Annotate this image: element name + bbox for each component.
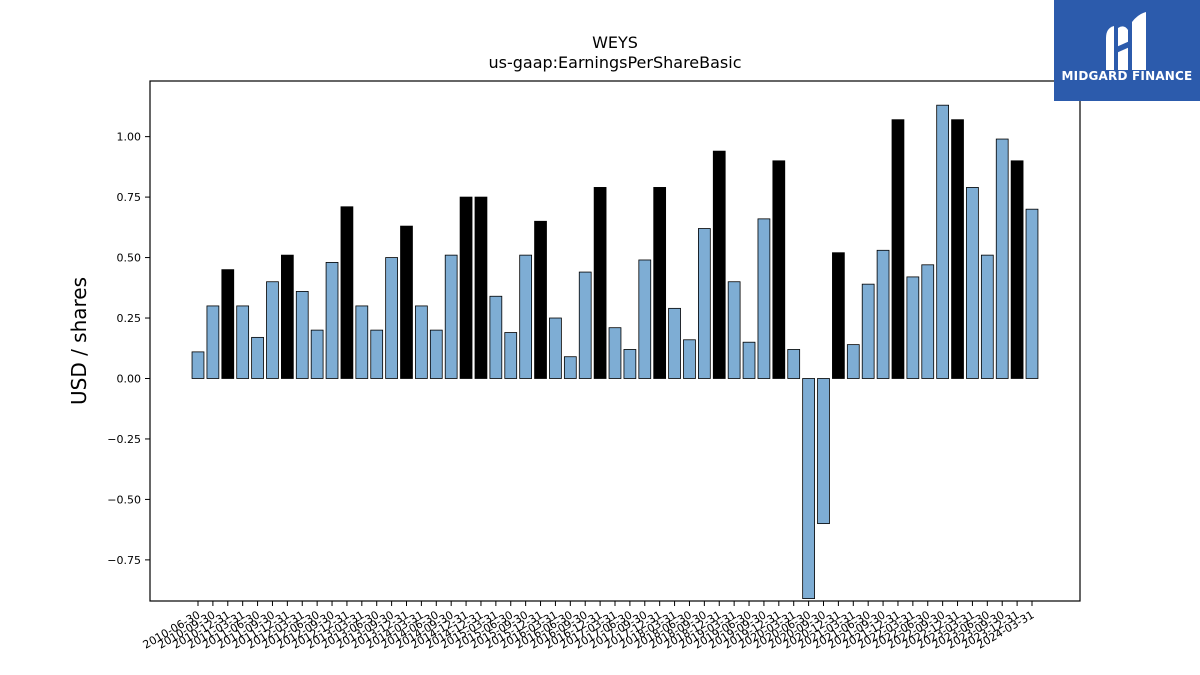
bar <box>817 378 830 525</box>
bar <box>578 271 592 379</box>
bar <box>593 187 607 379</box>
bar <box>474 196 488 379</box>
bar <box>1025 208 1039 379</box>
bar <box>608 327 622 379</box>
bar <box>906 276 920 379</box>
bar <box>400 225 413 379</box>
bar <box>310 329 324 379</box>
bar <box>995 138 1009 379</box>
y-tick-label: 0.00 <box>117 372 142 385</box>
bar <box>861 283 875 379</box>
bar <box>757 218 771 379</box>
bar <box>504 332 518 379</box>
chart-title: WEYS <box>592 33 638 52</box>
plot-frame <box>149 80 1081 602</box>
bar <box>206 305 220 379</box>
bar <box>563 356 577 379</box>
bar <box>712 150 726 379</box>
midgard-finance-logo: MIDGARD FINANCE <box>1054 0 1200 101</box>
y-tick-label: 0.75 <box>117 191 142 204</box>
bar <box>191 351 205 379</box>
bar <box>876 249 890 379</box>
bar <box>266 281 279 379</box>
bar <box>549 317 562 379</box>
bar <box>370 329 384 379</box>
bar <box>1010 160 1024 379</box>
bar <box>489 295 503 379</box>
chart-subtitle: us-gaap:EarningsPerShareBasic <box>488 53 741 72</box>
bar <box>802 378 815 599</box>
bar <box>966 187 979 379</box>
y-tick-label: 0.50 <box>117 252 142 265</box>
y-tick-label: 1.00 <box>117 131 142 144</box>
bar <box>355 305 369 379</box>
bar <box>340 206 354 379</box>
y-tick-label: −0.75 <box>107 554 141 567</box>
bar <box>280 254 294 379</box>
bar <box>429 329 443 379</box>
bar <box>891 119 905 379</box>
bar <box>444 254 458 379</box>
bar <box>638 259 652 379</box>
bar <box>385 257 398 379</box>
bar <box>772 160 786 379</box>
bar <box>951 119 964 379</box>
plot-area: 2010-06-302010-09-302010-12-312011-03-31… <box>107 80 1081 652</box>
bar <box>980 254 994 379</box>
bar <box>623 349 637 379</box>
bar <box>846 344 860 379</box>
bar <box>727 281 741 379</box>
bar <box>921 264 935 379</box>
y-tick-label: −0.25 <box>107 433 141 446</box>
logo-text: MIDGARD FINANCE <box>1061 69 1193 83</box>
bar <box>221 269 235 379</box>
bar <box>459 196 473 379</box>
bar <box>787 349 801 379</box>
bar <box>653 187 667 379</box>
y-axis-label: USD / shares <box>67 277 91 405</box>
bar <box>251 336 264 379</box>
bar <box>936 104 950 379</box>
bar <box>415 305 428 379</box>
bar <box>698 228 711 379</box>
bar <box>832 252 845 379</box>
y-tick-label: −0.50 <box>107 493 141 506</box>
midgard-logo-icon <box>1106 12 1146 70</box>
bar <box>295 291 309 379</box>
bar <box>534 220 547 379</box>
bar <box>683 339 696 379</box>
bar <box>668 307 681 379</box>
bar <box>236 305 250 379</box>
bar <box>325 261 339 379</box>
bar <box>519 254 533 379</box>
y-tick-label: 0.25 <box>117 312 142 325</box>
bar <box>742 341 756 379</box>
